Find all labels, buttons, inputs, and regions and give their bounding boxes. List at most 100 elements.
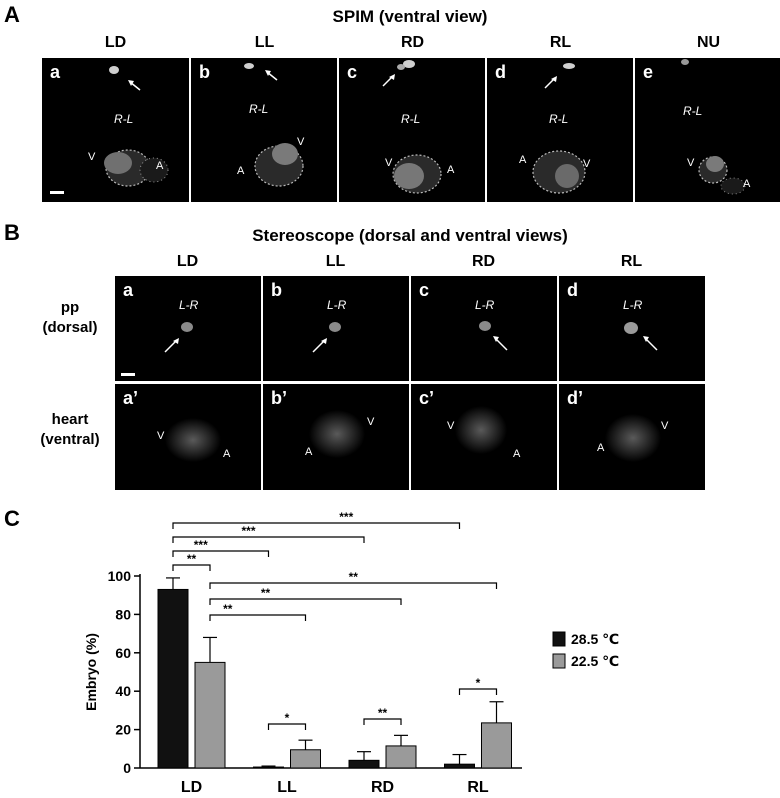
panel-a-col-ld: LD [104, 34, 127, 51]
atrium-label: A [513, 448, 521, 460]
spim-illustration-e [681, 59, 746, 195]
x-tick-label: RL [467, 779, 489, 796]
axis-label: L-R [179, 298, 199, 312]
axis-label: L-R [623, 298, 643, 312]
significance-label: * [476, 676, 481, 690]
atrium-label: A [743, 178, 751, 190]
stereo-ventral-illustration-a [165, 418, 221, 462]
axis-label: R-L [249, 102, 269, 116]
panel-b-col-ld: LD [176, 253, 199, 270]
stereo-dorsal-d: d L-R [559, 276, 705, 381]
stereo-image-letter: d’ [567, 388, 583, 408]
stereo-ventral-a: a’ V A [115, 384, 261, 490]
bar [194, 661, 226, 769]
row-label-heart-line2: (ventral) [40, 431, 100, 448]
row-label-heart: heart (ventral) [20, 410, 120, 450]
ventricle-label: V [447, 420, 455, 432]
significance-bracket [172, 536, 365, 543]
panel-b-letter: B [4, 220, 20, 245]
stereo-image-letter: d [567, 280, 578, 300]
spim-image-letter: a [50, 62, 61, 82]
axis-label: R-L [114, 112, 134, 126]
atrium-label: A [597, 442, 605, 454]
bar [444, 763, 475, 769]
legend-label: 28.5 ℃ [571, 631, 619, 647]
y-tick-label: 60 [115, 645, 131, 661]
bar [348, 759, 380, 769]
axis-label: R-L [401, 112, 421, 126]
stereo-image-letter: b’ [271, 388, 287, 408]
ventricle-label: V [367, 416, 375, 428]
legend-swatch [552, 631, 566, 647]
bar [253, 766, 284, 769]
ventricle-label: V [385, 157, 393, 169]
stereo-dorsal-illustration-a [164, 322, 193, 353]
ventricle-label: V [583, 158, 591, 170]
stereo-dorsal-b: b L-R [263, 276, 409, 381]
atrium-label: A [156, 160, 164, 172]
axis-label: L-R [475, 298, 495, 312]
stereo-image-letter: c’ [419, 388, 435, 408]
stereo-dorsal-illustration-b [312, 322, 341, 353]
row-label-pp-line2: (dorsal) [42, 319, 98, 336]
axis-label: R-L [549, 112, 569, 126]
axis-label: R-L [683, 104, 703, 118]
atrium-label: A [519, 154, 527, 166]
panel-a-col-rd: RD [400, 34, 425, 51]
bar [157, 588, 189, 769]
stereo-dorsal-c: c L-R [411, 276, 557, 381]
stereo-dorsal-illustration-c [479, 321, 508, 351]
spim-image-letter: c [347, 62, 358, 82]
ventricle-label: V [661, 420, 669, 432]
stereo-ventral-illustration-c [455, 406, 507, 454]
significance-bracket [267, 723, 307, 730]
legend-label: 22.5 ℃ [571, 653, 619, 669]
significance-bracket [209, 614, 307, 621]
significance-bracket [209, 582, 498, 589]
significance-label: ** [187, 552, 197, 566]
significance-label: ** [378, 706, 388, 720]
atrium-label: A [305, 446, 313, 458]
spim-illustration-d [532, 63, 586, 194]
ventricle-label: V [297, 136, 305, 148]
bar [290, 749, 321, 769]
row-label-heart-line1: heart [51, 411, 89, 428]
y-axis-label: Embryo (%) [83, 633, 99, 711]
atrium-label: A [237, 165, 245, 177]
ventricle-label: V [88, 151, 96, 163]
x-tick-label: LD [181, 779, 202, 796]
stereo-ventral-illustration-b [309, 410, 365, 458]
spim-image-letter: b [199, 62, 210, 82]
panel-a-col-nu: NU [696, 34, 721, 51]
panel-b-title: Stereoscope (dorsal and ventral views) [252, 226, 568, 245]
stereo-ventral-b: b’ V A [263, 384, 409, 490]
spim-illustration-a [104, 66, 169, 187]
panel-b-col-rl: RL [620, 253, 643, 270]
stereo-ventral-d: d’ A V [559, 384, 705, 490]
stereo-image-letter: a’ [123, 388, 139, 408]
significance-label: *** [194, 538, 208, 552]
stereo-image-letter: c [419, 280, 430, 300]
row-label-pp-line1: pp [60, 299, 80, 316]
spim-illustration-b [244, 63, 304, 187]
legend-swatch [552, 653, 566, 669]
spim-illustration-c [382, 60, 442, 194]
significance-bracket [209, 598, 402, 605]
significance-bracket [363, 718, 402, 725]
stereo-ventral-c: c’ V A [411, 384, 557, 490]
significance-bracket [172, 550, 270, 557]
significance-bracket [172, 522, 461, 529]
stereo-image-letter: b [271, 280, 282, 300]
spim-image-d: d R-L A V [487, 58, 633, 202]
x-tick-label: RD [371, 779, 394, 796]
stereo-image-letter: a [123, 280, 134, 300]
bar [481, 722, 512, 769]
scale-bar [50, 191, 64, 194]
panel-a-col-rl: RL [549, 34, 572, 51]
row-label-pp: pp (dorsal) [20, 298, 120, 338]
significance-label: *** [241, 524, 255, 538]
y-tick-label: 20 [115, 722, 131, 738]
y-tick-label: 40 [115, 683, 131, 699]
spim-image-a: a R-L V A [42, 58, 189, 202]
